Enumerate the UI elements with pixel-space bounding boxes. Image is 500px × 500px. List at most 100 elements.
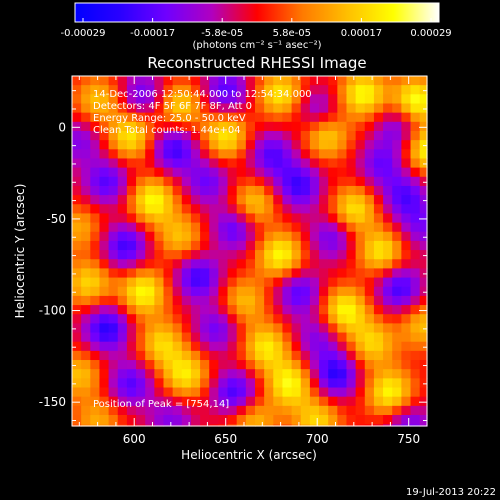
heatmap-cell bbox=[145, 387, 155, 398]
heatmap-cell bbox=[90, 222, 101, 233]
heatmap-cell bbox=[145, 185, 155, 196]
heatmap-cell bbox=[355, 231, 366, 242]
heatmap-cell bbox=[383, 341, 393, 352]
heatmap-cell bbox=[254, 268, 265, 279]
heatmap-cell bbox=[145, 305, 155, 315]
heatmap-cell bbox=[392, 332, 402, 343]
heatmap-cell bbox=[373, 176, 384, 187]
heatmap-cell bbox=[309, 360, 320, 370]
heatmap-cell bbox=[81, 259, 91, 270]
heatmap-cell bbox=[108, 231, 119, 242]
heatmap-cell bbox=[209, 231, 219, 242]
heatmap-cell bbox=[364, 176, 375, 187]
heatmap-cell bbox=[163, 415, 174, 425]
heatmap-cell bbox=[346, 277, 357, 288]
heatmap-cell bbox=[99, 195, 110, 205]
heatmap-cell bbox=[291, 378, 302, 389]
heatmap-cell bbox=[117, 286, 128, 297]
heatmap-cell bbox=[373, 314, 384, 324]
heatmap-cell bbox=[245, 341, 256, 352]
heatmap-cell bbox=[264, 286, 274, 297]
heatmap-cell bbox=[392, 341, 402, 352]
heatmap-cell bbox=[227, 405, 238, 416]
plot-frame bbox=[71, 75, 428, 427]
heatmap-cell bbox=[337, 286, 348, 297]
heatmap-cell bbox=[337, 250, 348, 260]
heatmap-cell bbox=[254, 378, 265, 389]
heatmap-cell bbox=[273, 369, 284, 379]
heatmap-cell bbox=[245, 277, 256, 288]
heatmap-cell bbox=[254, 295, 265, 306]
heatmap-cell bbox=[264, 204, 274, 215]
heatmap-cell bbox=[355, 130, 366, 141]
heatmap-cell bbox=[117, 341, 128, 352]
heatmap-cell bbox=[72, 415, 82, 425]
heatmap-cell bbox=[117, 85, 128, 95]
heatmap-cell bbox=[108, 204, 119, 215]
heatmap-cell bbox=[227, 112, 238, 123]
heatmap-cell bbox=[90, 94, 101, 105]
heatmap-cell bbox=[181, 103, 192, 114]
heatmap-cell bbox=[309, 323, 320, 334]
heatmap-cell bbox=[355, 176, 366, 187]
heatmap-cell bbox=[355, 387, 366, 398]
heatmap-cell bbox=[282, 286, 293, 297]
heatmap-cell bbox=[136, 185, 146, 196]
heatmap-cell bbox=[81, 213, 91, 224]
heatmap-cell bbox=[154, 240, 165, 251]
heatmap-cell bbox=[145, 222, 155, 233]
heatmap-cell bbox=[300, 240, 311, 251]
heatmap-cell bbox=[209, 360, 219, 370]
heatmap-cell bbox=[392, 415, 402, 425]
heatmap-cell bbox=[254, 195, 265, 205]
heatmap-cell bbox=[264, 167, 274, 178]
heatmap-cell bbox=[227, 323, 238, 334]
heatmap-cell bbox=[282, 112, 293, 123]
heatmap-cell bbox=[154, 341, 165, 352]
heatmap-cell bbox=[419, 286, 428, 297]
heatmap-cell bbox=[200, 176, 210, 187]
heatmap-cell bbox=[346, 396, 357, 407]
heatmap-cell bbox=[291, 369, 302, 379]
heatmap-cell bbox=[401, 140, 412, 150]
heatmap-cell bbox=[364, 130, 375, 141]
heatmap-cell bbox=[319, 259, 329, 270]
heatmap-cell bbox=[163, 259, 174, 270]
heatmap-cell bbox=[245, 121, 256, 132]
heatmap-cell bbox=[309, 341, 320, 352]
heatmap-cell bbox=[200, 112, 210, 123]
heatmap-cell bbox=[383, 112, 393, 123]
heatmap-cell bbox=[319, 185, 329, 196]
heatmap-cell bbox=[254, 158, 265, 169]
heatmap-cell bbox=[282, 369, 293, 379]
heatmap-cell bbox=[245, 415, 256, 425]
heatmap-cell bbox=[200, 140, 210, 150]
heatmap-cell bbox=[282, 130, 293, 141]
heatmap-cell bbox=[328, 112, 338, 123]
heatmap-cell bbox=[300, 277, 311, 288]
heatmap-cell bbox=[319, 350, 329, 361]
heatmap-cell bbox=[181, 295, 192, 306]
heatmap-cell bbox=[419, 360, 428, 370]
heatmap-cell bbox=[401, 176, 412, 187]
heatmap-cell bbox=[90, 240, 101, 251]
heatmap-cell bbox=[419, 222, 428, 233]
heatmap-cell bbox=[154, 149, 165, 160]
heatmap-cell bbox=[72, 76, 82, 86]
heatmap-cell bbox=[136, 277, 146, 288]
heatmap-cell bbox=[291, 396, 302, 407]
heatmap-cell bbox=[419, 268, 428, 279]
heatmap-cell bbox=[81, 387, 91, 398]
heatmap-cell bbox=[419, 121, 428, 132]
heatmap-cell bbox=[337, 415, 348, 425]
heatmap-cell bbox=[99, 140, 110, 150]
heatmap-cell bbox=[90, 341, 101, 352]
heatmap-cell bbox=[126, 369, 137, 379]
heatmap-cell bbox=[154, 195, 165, 205]
heatmap-cell bbox=[355, 76, 366, 86]
heatmap-cell bbox=[108, 167, 119, 178]
heatmap-cell bbox=[145, 94, 155, 105]
heatmap-cell bbox=[181, 76, 192, 86]
heatmap-cell bbox=[291, 103, 302, 114]
heatmap-cell bbox=[254, 314, 265, 324]
